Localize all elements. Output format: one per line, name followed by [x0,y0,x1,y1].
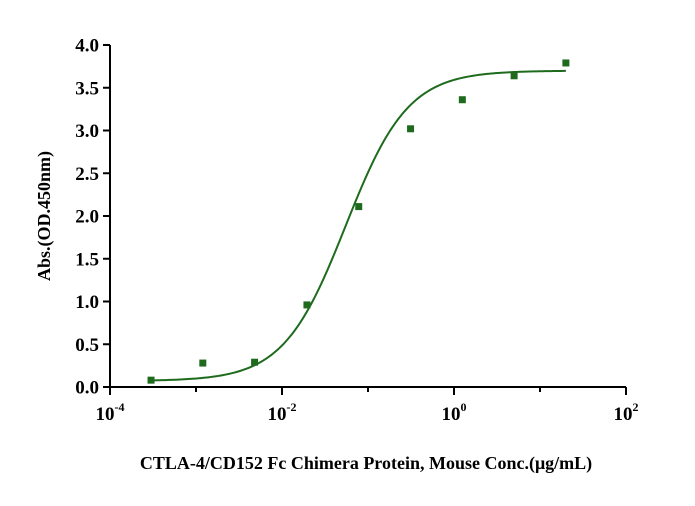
axes: 0.00.51.01.52.02.53.03.54.010-4 10-2 100 10… [75,36,638,426]
data-point [147,376,155,384]
x-tick-base: 10 [442,404,461,425]
x-tick-label: 102 [614,400,639,425]
y-tick-label: 2.0 [75,207,99,228]
y-tick-label: 3.5 [75,78,99,99]
y-tick-label: 1.5 [75,249,99,270]
x-tick-label: 10-4 [96,400,125,425]
data-point [510,72,518,80]
y-tick-label: 1.0 [75,292,99,313]
data-point [303,301,311,309]
data-point [355,203,363,211]
y-tick-label: 0.5 [75,335,99,356]
y-tick-label: 3.0 [75,121,99,142]
y-tick-label: 4.0 [75,36,99,57]
x-tick-exponent: -2 [287,400,297,414]
x-tick-exponent: 0 [461,400,467,414]
data-point [458,96,466,104]
x-tick-exponent: -4 [115,400,125,414]
y-axis-title: Abs.(OD.450nm) [34,151,55,281]
data-point [199,359,207,367]
y-tick-label: 0.0 [75,378,99,399]
fit-curve [151,69,566,382]
x-tick-base: 10 [96,404,115,425]
data-points-layer [147,59,570,384]
x-tick-label: 10-2 [268,400,297,425]
fit-curve-layer [151,69,566,382]
y-tick-label: 2.5 [75,164,99,185]
x-tick-base: 10 [268,404,287,425]
x-tick-label: 100 [442,400,467,425]
x-tick-base: 10 [614,404,633,425]
x-tick-exponent: 2 [633,400,639,414]
data-point [407,125,415,133]
data-point [251,358,259,366]
x-axis-title: CTLA-4/CD152 Fc Chimera Protein, Mouse C… [140,453,592,474]
data-point [562,59,570,67]
